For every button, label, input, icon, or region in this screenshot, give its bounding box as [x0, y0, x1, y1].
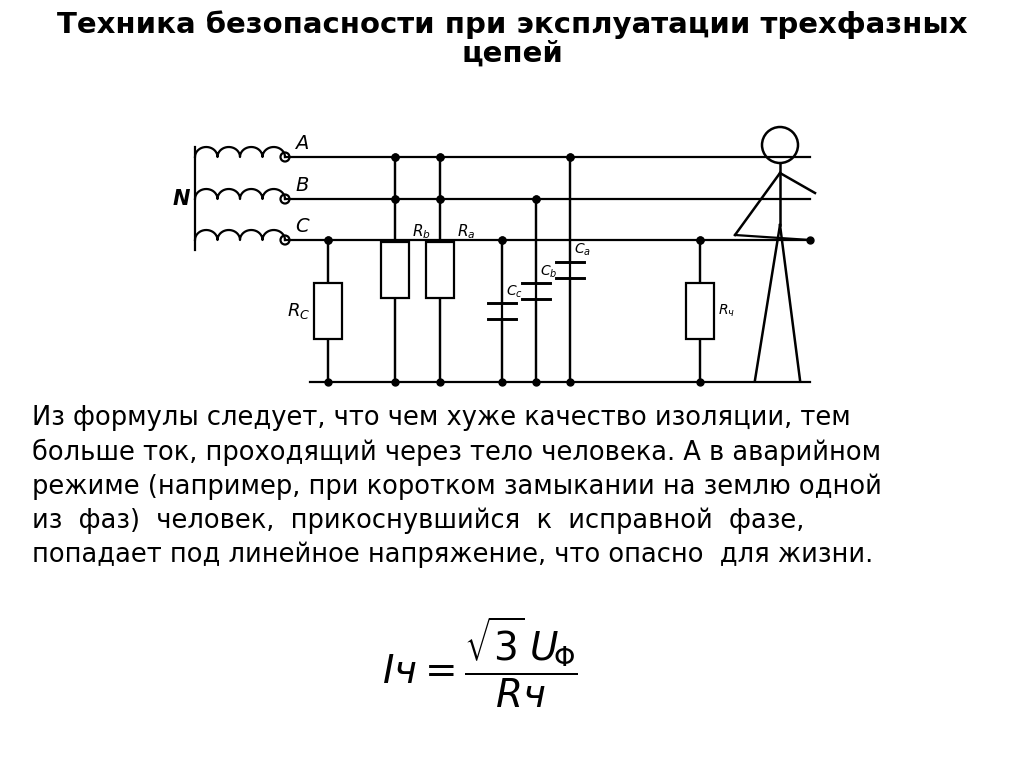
Text: $R_a$: $R_a$ — [457, 222, 475, 242]
Text: C: C — [295, 217, 308, 236]
Text: $C_b$: $C_b$ — [540, 263, 557, 279]
Text: $C_c$: $C_c$ — [506, 284, 523, 300]
Text: B: B — [295, 176, 308, 195]
Text: $C_a$: $C_a$ — [574, 242, 591, 258]
Bar — [686, 283, 714, 339]
Text: Из формулы следует, что чем хуже качество изоляции, тем: Из формулы следует, что чем хуже качеств… — [32, 405, 851, 431]
Text: A: A — [295, 134, 308, 153]
Text: $\mathit{I}\mathit{ч} = \dfrac{\sqrt{3}\,\mathit{U}_{\!\Phi}}{\mathit{R}\mathit{: $\mathit{I}\mathit{ч} = \dfrac{\sqrt{3}\… — [382, 614, 578, 710]
Text: из  фаз)  человек,  прикоснувшийся  к  исправной  фазе,: из фаз) человек, прикоснувшийся к исправ… — [32, 507, 805, 534]
Text: режиме (например, при коротком замыкании на землю одной: режиме (например, при коротком замыкании… — [32, 473, 882, 499]
Text: попадает под линейное напряжение, что опасно  для жизни.: попадает под линейное напряжение, что оп… — [32, 541, 873, 568]
Text: больше ток, проходящий через тело человека. А в аварийном: больше ток, проходящий через тело челове… — [32, 439, 881, 466]
Text: $R_C$: $R_C$ — [287, 301, 310, 321]
Text: $R_b$: $R_b$ — [412, 222, 431, 242]
Bar — [314, 283, 342, 339]
Text: Техника безопасности при эксплуатации трехфазных: Техника безопасности при эксплуатации тр… — [56, 10, 968, 38]
Bar — [381, 242, 409, 298]
Bar — [426, 242, 454, 298]
Text: цепей: цепей — [461, 40, 563, 68]
Text: N: N — [172, 189, 190, 209]
Text: $R_ч$: $R_ч$ — [718, 303, 735, 319]
